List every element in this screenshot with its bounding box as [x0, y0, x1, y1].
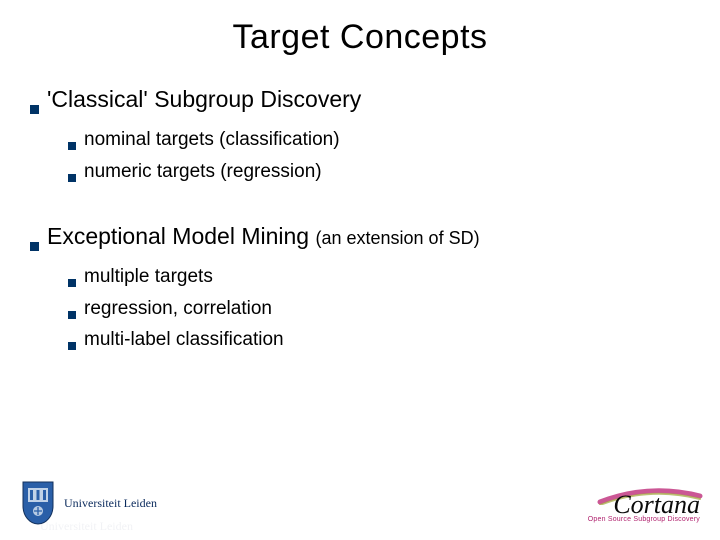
sub-text: multi-label classification — [84, 327, 284, 353]
heading-annotation: (an extension of SD) — [315, 228, 479, 248]
square-bullet-icon — [68, 174, 76, 182]
top-item: 'Classical' Subgroup Discovery — [30, 85, 690, 115]
slide-title: Target Concepts — [30, 18, 690, 57]
sub-item: multi-label classification — [68, 327, 690, 353]
section-emm: Exceptional Model Mining (an extension o… — [30, 222, 690, 353]
square-bullet-icon — [68, 142, 76, 150]
cortana-logo: Cortana Open Source Subgroup Discovery — [588, 493, 700, 524]
square-bullet-icon — [68, 311, 76, 319]
square-bullet-icon — [68, 342, 76, 350]
sub-item: regression, correlation — [68, 296, 690, 322]
right-logo-block: Cortana Open Source Subgroup Discovery — [588, 493, 700, 526]
university-name: Universiteit Leiden — [64, 496, 157, 511]
square-bullet-icon — [68, 279, 76, 287]
section-classical: 'Classical' Subgroup Discovery nominal t… — [30, 85, 690, 184]
sub-text: multiple targets — [84, 264, 213, 290]
sub-list: nominal targets (classification) numeric… — [68, 127, 690, 184]
brand-name: Cortana Open Source Subgroup Discovery — [588, 493, 700, 524]
sub-item: nominal targets (classification) — [68, 127, 690, 153]
sub-item: numeric targets (regression) — [68, 159, 690, 185]
square-bullet-icon — [30, 105, 39, 114]
section-heading: 'Classical' Subgroup Discovery — [47, 85, 361, 115]
brand-text: Cortana — [613, 490, 700, 519]
ghost-watermark: Universiteit Leiden — [40, 519, 133, 534]
sub-text: regression, correlation — [84, 296, 272, 322]
sub-list: multiple targets regression, correlation… — [68, 264, 690, 353]
top-item: Exceptional Model Mining (an extension o… — [30, 222, 690, 252]
sub-text: nominal targets (classification) — [84, 127, 340, 153]
square-bullet-icon — [30, 242, 39, 251]
heading-text: Exceptional Model Mining — [47, 223, 309, 249]
heading-text: 'Classical' Subgroup Discovery — [47, 86, 361, 112]
sub-text: numeric targets (regression) — [84, 159, 322, 185]
sub-item: multiple targets — [68, 264, 690, 290]
brand-tagline: Open Source Subgroup Discovery — [588, 517, 700, 523]
slide: Target Concepts 'Classical' Subgroup Dis… — [0, 0, 720, 540]
section-heading: Exceptional Model Mining (an extension o… — [47, 222, 480, 252]
